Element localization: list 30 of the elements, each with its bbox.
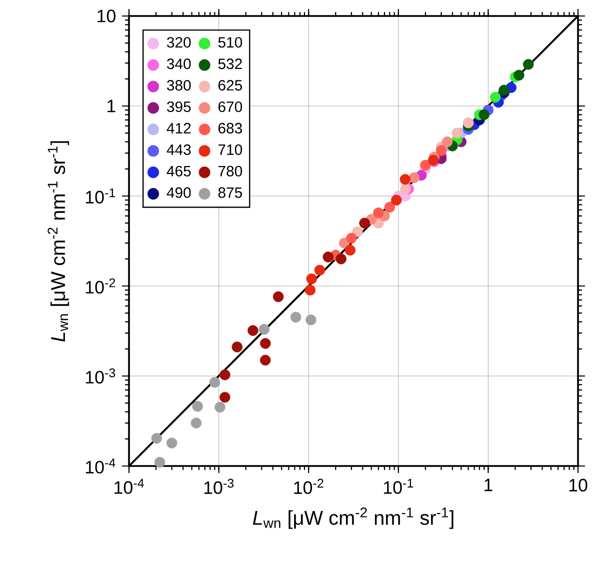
x-tick-label: 10$^{-1}$ [384, 478, 414, 494]
legend-label: 320 [166, 37, 191, 48]
x-tick-label: 10$^{-4}$ [114, 478, 144, 494]
y-tick-label: 10$^{-2}$ [86, 278, 116, 294]
legend-label: 875 [218, 187, 242, 198]
legend-label: 465 [166, 166, 191, 176]
legend-label: 340 [166, 58, 191, 70]
x-tick-label: 10$^{-2}$ [294, 478, 324, 494]
x-tick-label: 10 [569, 478, 588, 492]
legend-label: 683 [218, 122, 242, 134]
legend-label: 490 [166, 187, 191, 198]
legend-label: 780 [218, 166, 242, 176]
text: L$_{wn}$ [μW cm$^{-2}$ nm$^{-1}$ sr$^{-1}$] [48, 141, 70, 342]
y-tick-label: 10$^{-3}$ [86, 368, 116, 384]
legend-label: 510 [218, 37, 242, 48]
text: L$_{wn}$ [μW cm$^{-2}$ nm$^{-1}$ sr$^{-1}$] [252, 508, 454, 529]
legend-label: 395 [166, 101, 191, 112]
legend-label: 670 [218, 101, 242, 112]
legend-label: 443 [166, 144, 191, 155]
legend-label: 710 [218, 144, 242, 155]
y-tick-label: 10 [98, 10, 116, 22]
x-tick-label: 1 [484, 478, 492, 492]
y-tick-label: 10$^{-1}$ [86, 188, 116, 204]
x-tick-label: 10$^{-3}$ [204, 478, 234, 494]
legend-label: 625 [218, 80, 242, 91]
y-tick-label: 10$^{-4}$ [86, 458, 116, 474]
y-tick-label: 1 [108, 100, 116, 112]
legend-label: 380 [166, 80, 191, 91]
legend-label: 532 [218, 58, 242, 70]
legend-label: 412 [166, 122, 191, 134]
